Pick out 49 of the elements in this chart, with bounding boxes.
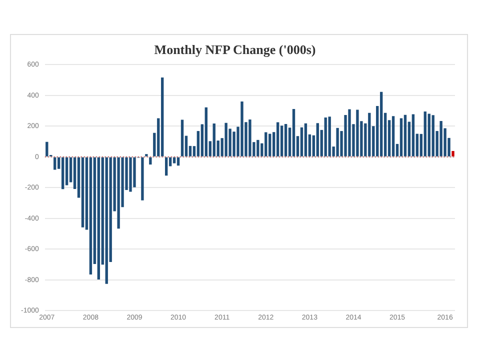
- bar: [428, 114, 430, 156]
- bar: [65, 157, 68, 186]
- bar: [316, 123, 319, 156]
- bar: [89, 157, 92, 274]
- bar: [348, 109, 351, 156]
- bar: [284, 124, 288, 156]
- bar: [424, 111, 426, 156]
- bar: [380, 92, 383, 156]
- bar: [432, 115, 434, 156]
- bar: [452, 151, 454, 156]
- bar: [304, 123, 308, 156]
- bar: [280, 126, 284, 156]
- bar: [292, 109, 296, 156]
- bar: [336, 128, 339, 156]
- bar: [400, 118, 403, 156]
- bar: [105, 157, 108, 284]
- bar: [328, 116, 331, 156]
- bar: [117, 157, 120, 229]
- bar: [212, 123, 216, 156]
- bar: [392, 116, 395, 156]
- bar: [224, 122, 228, 156]
- bar: [368, 112, 371, 156]
- bar: [300, 127, 304, 156]
- bar: [324, 117, 327, 156]
- chart-title: Monthly NFP Change ('000s): [154, 42, 316, 58]
- bar: [81, 157, 84, 228]
- bar: [256, 140, 260, 156]
- bar: [264, 132, 268, 156]
- bar: [141, 157, 144, 200]
- bar: [129, 157, 132, 192]
- bar: [61, 157, 64, 190]
- bar: [404, 114, 407, 156]
- bar: [180, 120, 184, 156]
- bar: [204, 107, 208, 156]
- bar: [356, 110, 359, 156]
- bar: [412, 114, 415, 156]
- bar: [161, 78, 164, 156]
- bar: [268, 134, 272, 156]
- bar: [440, 121, 442, 156]
- bar: [248, 119, 252, 156]
- bar: [240, 102, 244, 156]
- bar: [164, 157, 168, 176]
- bar: [276, 122, 280, 156]
- bar: [176, 157, 180, 166]
- bar: [54, 157, 56, 170]
- bar: [149, 157, 152, 165]
- bar: [172, 157, 176, 164]
- bar: [97, 157, 100, 280]
- bar: [46, 142, 48, 156]
